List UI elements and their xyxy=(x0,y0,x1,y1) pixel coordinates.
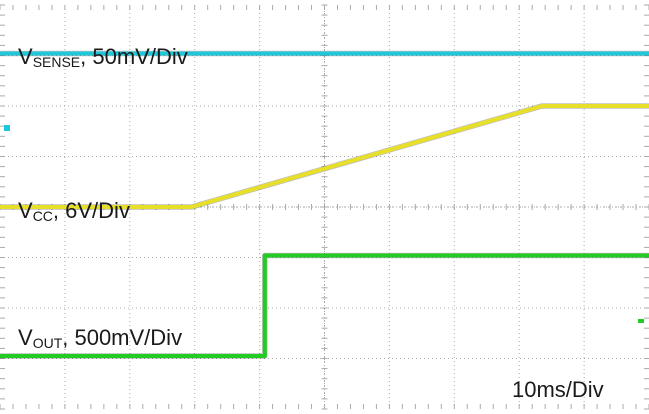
series-label-vout: VOUT, 500mV/Div xyxy=(18,325,183,351)
trace-vcc xyxy=(0,104,649,209)
series-label-vcc: VCC, 6V/Div xyxy=(18,198,130,224)
channel-marker xyxy=(4,125,10,131)
trace-vout xyxy=(0,253,649,358)
timebase-label: 10ms/Div xyxy=(512,377,604,402)
trigger-marker xyxy=(638,319,644,323)
series-label-vsense: VSENSE, 50mV/Div xyxy=(18,44,188,70)
